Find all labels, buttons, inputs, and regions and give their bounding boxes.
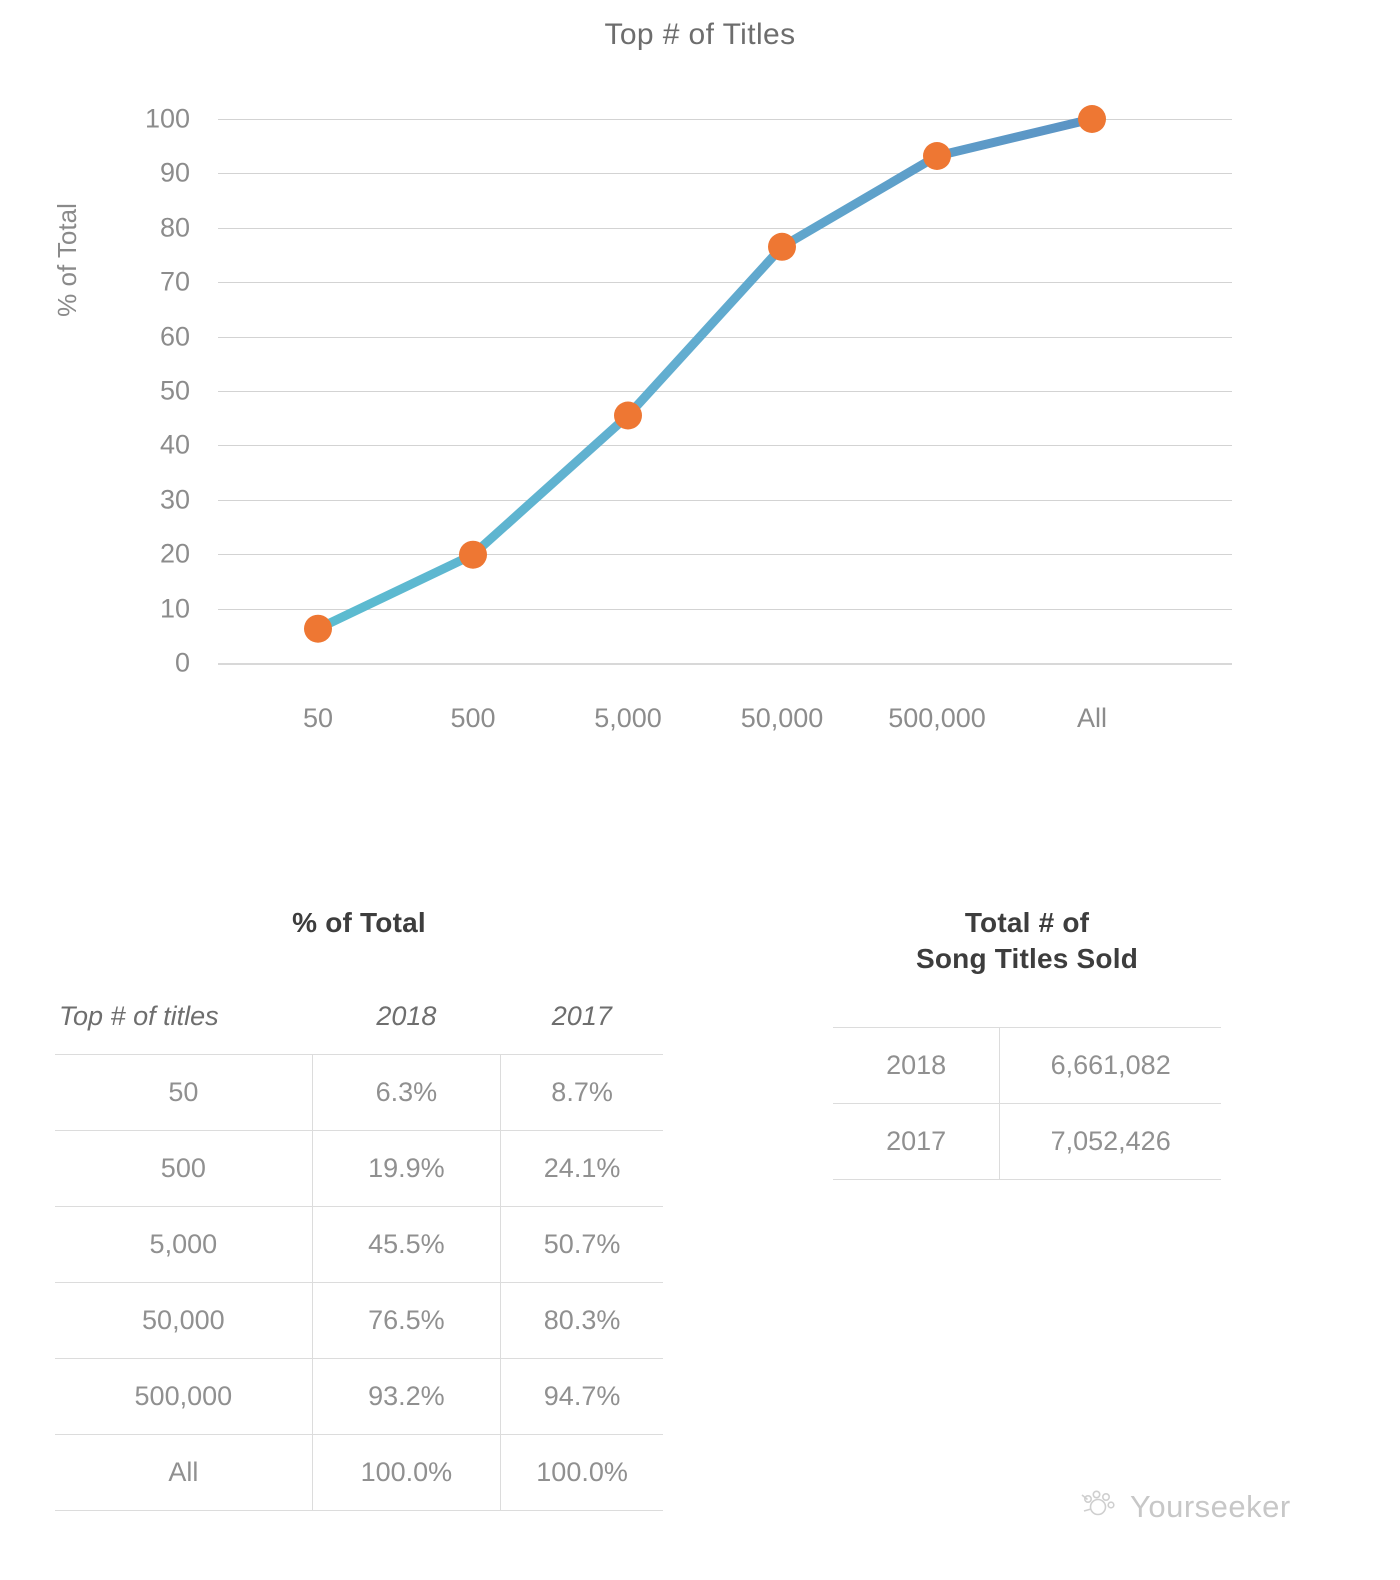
plot-area xyxy=(218,119,1232,665)
cell-total: 7,052,426 xyxy=(999,1102,1221,1180)
cell-2018: 100.0% xyxy=(311,1433,501,1511)
data-point-marker xyxy=(1078,105,1106,133)
cell-titles: 50 xyxy=(55,1053,313,1131)
table-row: 2018 6,661,082 xyxy=(833,1026,1221,1104)
y-tick-label: 10 xyxy=(159,593,190,624)
y-tick-label: 30 xyxy=(159,484,190,515)
table-row: 500,000 93.2% 94.7% xyxy=(55,1357,663,1435)
x-tick-label: 50,000 xyxy=(740,703,824,733)
table-row: 50 6.3% 8.7% xyxy=(55,1053,663,1131)
right-table-caption: Total # of Song Titles Sold xyxy=(833,905,1221,977)
gridline-100 xyxy=(218,119,1232,120)
cell-2018: 19.9% xyxy=(311,1129,501,1207)
chart-section: Top # of Titles % of Total 100 90 80 70 … xyxy=(0,0,1400,760)
cell-2017: 24.1% xyxy=(500,1129,663,1207)
left-table-caption: % of Total xyxy=(292,907,426,938)
x-tick-label: All xyxy=(1076,703,1108,733)
gridline-80 xyxy=(218,228,1232,229)
watermark: Yourseeker xyxy=(1078,1486,1291,1527)
percent-of-total-table: Top # of titles 2018 2017 50 6.3% 8.7% 5… xyxy=(55,979,663,1511)
watermark-text: Yourseeker xyxy=(1130,1488,1291,1524)
table-row: All 100.0% 100.0% xyxy=(55,1433,663,1511)
cell-titles: 500,000 xyxy=(55,1357,313,1435)
gridline-60 xyxy=(218,337,1232,338)
cell-2017: 8.7% xyxy=(500,1053,663,1131)
x-tick-label: 500 xyxy=(450,703,496,733)
y-tick-label: 20 xyxy=(159,538,190,569)
x-axis-baseline xyxy=(218,663,1232,665)
table-row: 500 19.9% 24.1% xyxy=(55,1129,663,1207)
y-tick-label: 60 xyxy=(159,321,190,352)
data-point-marker xyxy=(768,232,796,261)
column-header-2017: 2017 xyxy=(551,1000,612,1031)
gridline-20 xyxy=(218,554,1232,555)
total-titles-sold-table-block: Total # of Song Titles Sold 2018 6,661,0… xyxy=(833,905,1221,1180)
cell-2018: 76.5% xyxy=(311,1281,501,1359)
y-tick-label: 100 xyxy=(144,103,190,134)
cell-2017: 94.7% xyxy=(500,1357,663,1435)
y-tick-label: 50 xyxy=(159,375,190,406)
table-header-row: Top # of titles 2018 2017 xyxy=(55,979,663,1055)
data-point-marker xyxy=(459,540,487,569)
gridline-50 xyxy=(218,391,1232,392)
y-axis-ticks: 100 90 80 70 60 50 40 30 20 10 0 xyxy=(0,0,1400,760)
cell-2017: 80.3% xyxy=(500,1281,663,1359)
gridline-90 xyxy=(218,173,1232,174)
cell-2018: 6.3% xyxy=(311,1053,501,1131)
cell-titles: 5,000 xyxy=(55,1205,313,1283)
gridline-30 xyxy=(218,500,1232,501)
gridline-40 xyxy=(218,445,1232,446)
y-tick-label: 90 xyxy=(159,157,190,188)
cell-titles: 50,000 xyxy=(55,1281,313,1359)
x-tick-label: 5,000 xyxy=(594,703,662,733)
cell-year: 2018 xyxy=(833,1026,1000,1104)
data-point-marker xyxy=(304,614,332,643)
gridline-10 xyxy=(218,609,1232,610)
total-titles-sold-table: 2018 6,661,082 2017 7,052,426 xyxy=(833,1026,1221,1180)
x-tick-label: 500,000 xyxy=(888,703,986,733)
gridline-70 xyxy=(218,282,1232,283)
y-tick-label: 0 xyxy=(174,647,190,678)
chart-data-layer xyxy=(304,105,1106,643)
y-tick-label: 70 xyxy=(159,266,190,297)
data-line xyxy=(313,114,1097,634)
column-header-titles: Top # of titles xyxy=(59,1000,219,1031)
table-row: 2017 7,052,426 xyxy=(833,1102,1221,1180)
column-header-2018: 2018 xyxy=(376,1000,437,1031)
cell-titles: All xyxy=(55,1433,313,1511)
cell-total: 6,661,082 xyxy=(999,1026,1221,1104)
cell-year: 2017 xyxy=(833,1102,1000,1180)
right-table-caption-line1: Total # of xyxy=(964,907,1090,938)
cell-2018: 45.5% xyxy=(311,1205,501,1283)
paw-logo-icon xyxy=(1078,1486,1118,1527)
data-point-marker xyxy=(614,401,642,430)
table-row: 50,000 76.5% 80.3% xyxy=(55,1281,663,1359)
data-markers xyxy=(304,105,1106,643)
cell-2018: 93.2% xyxy=(311,1357,501,1435)
x-tick-label: 50 xyxy=(302,703,334,733)
table-row: 5,000 45.5% 50.7% xyxy=(55,1205,663,1283)
right-table-caption-line2: Song Titles Sold xyxy=(915,942,1139,974)
cell-titles: 500 xyxy=(55,1129,313,1207)
data-point-marker xyxy=(923,142,951,170)
chart-title: Top # of Titles xyxy=(604,18,796,51)
y-tick-label: 40 xyxy=(159,429,190,460)
y-tick-label: 80 xyxy=(159,212,190,243)
cell-2017: 100.0% xyxy=(500,1433,663,1511)
percent-of-total-table-block: % of Total Top # of titles 2018 2017 50 … xyxy=(55,905,663,1511)
cell-2017: 50.7% xyxy=(500,1205,663,1283)
